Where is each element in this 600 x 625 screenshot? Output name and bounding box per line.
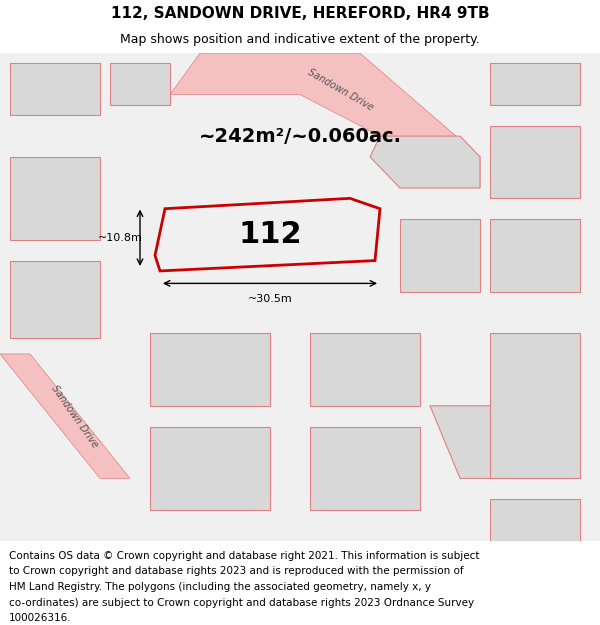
Polygon shape bbox=[10, 261, 100, 338]
Text: 100026316.: 100026316. bbox=[9, 613, 71, 623]
Text: ~30.5m: ~30.5m bbox=[248, 294, 292, 304]
Polygon shape bbox=[10, 64, 100, 116]
Polygon shape bbox=[400, 219, 480, 292]
Text: ~10.8m: ~10.8m bbox=[98, 232, 142, 242]
Polygon shape bbox=[150, 426, 270, 509]
Text: 112: 112 bbox=[238, 220, 302, 249]
Polygon shape bbox=[490, 333, 580, 478]
Polygon shape bbox=[490, 126, 580, 198]
Polygon shape bbox=[110, 64, 170, 105]
Polygon shape bbox=[150, 333, 270, 406]
Polygon shape bbox=[370, 136, 480, 188]
Text: Contains OS data © Crown copyright and database right 2021. This information is : Contains OS data © Crown copyright and d… bbox=[9, 551, 479, 561]
Polygon shape bbox=[170, 53, 480, 188]
Text: 112, SANDOWN DRIVE, HEREFORD, HR4 9TB: 112, SANDOWN DRIVE, HEREFORD, HR4 9TB bbox=[110, 6, 490, 21]
Polygon shape bbox=[310, 426, 420, 509]
Polygon shape bbox=[430, 406, 560, 478]
Polygon shape bbox=[0, 354, 130, 478]
Polygon shape bbox=[490, 219, 580, 292]
Text: HM Land Registry. The polygons (including the associated geometry, namely x, y: HM Land Registry. The polygons (includin… bbox=[9, 582, 431, 592]
Polygon shape bbox=[490, 64, 580, 105]
Polygon shape bbox=[310, 333, 420, 406]
Text: Map shows position and indicative extent of the property.: Map shows position and indicative extent… bbox=[120, 33, 480, 46]
Text: to Crown copyright and database rights 2023 and is reproduced with the permissio: to Crown copyright and database rights 2… bbox=[9, 566, 464, 576]
Text: Sandown Drive: Sandown Drive bbox=[305, 67, 374, 112]
Text: Sandown Drive: Sandown Drive bbox=[50, 383, 100, 449]
Polygon shape bbox=[10, 157, 100, 240]
Text: ~242m²/~0.060ac.: ~242m²/~0.060ac. bbox=[199, 127, 401, 146]
Polygon shape bbox=[490, 499, 580, 541]
Text: co-ordinates) are subject to Crown copyright and database rights 2023 Ordnance S: co-ordinates) are subject to Crown copyr… bbox=[9, 598, 474, 608]
